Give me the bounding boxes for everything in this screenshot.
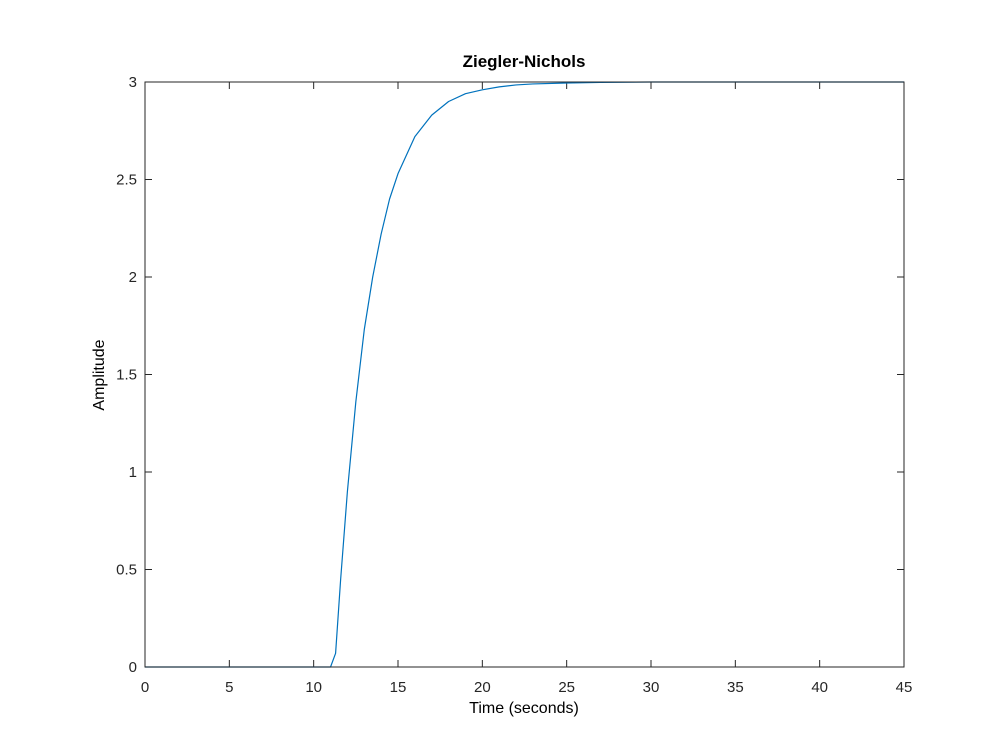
y-tick-label: 0.5 <box>116 562 137 579</box>
x-tick-label: 30 <box>643 679 660 696</box>
x-axis-label: Time (seconds) <box>469 700 579 717</box>
x-tick-label: 20 <box>474 679 491 696</box>
x-tick-labels: 0 5 10 15 20 25 30 35 40 45 <box>141 679 913 696</box>
step-response-line <box>145 81 904 668</box>
y-tick-label: 0 <box>129 659 137 676</box>
x-tick-label: 15 <box>390 679 407 696</box>
y-tick-label: 1 <box>129 464 137 481</box>
y-tick-label: 2.5 <box>116 172 137 189</box>
x-tick-label: 5 <box>225 679 233 696</box>
x-tick-label: 45 <box>896 679 913 696</box>
y-tick-label: 2 <box>129 269 137 286</box>
y-tick-label: 1.5 <box>116 367 137 384</box>
x-tick-label: 35 <box>727 679 744 696</box>
x-tick-label: 25 <box>558 679 575 696</box>
x-tick-label: 10 <box>305 679 322 696</box>
y-axis-label: Amplitude <box>91 339 108 410</box>
axes-box <box>144 81 905 668</box>
series-layer <box>145 81 904 668</box>
x-tick-label: 0 <box>141 679 149 696</box>
x-tick-label: 40 <box>811 679 828 696</box>
plot-area <box>145 82 904 667</box>
chart-title: Ziegler-Nichols <box>463 52 586 71</box>
y-tick-labels: 0 0.5 1 1.5 2 2.5 3 <box>116 74 137 676</box>
y-tick-label: 3 <box>129 74 137 91</box>
